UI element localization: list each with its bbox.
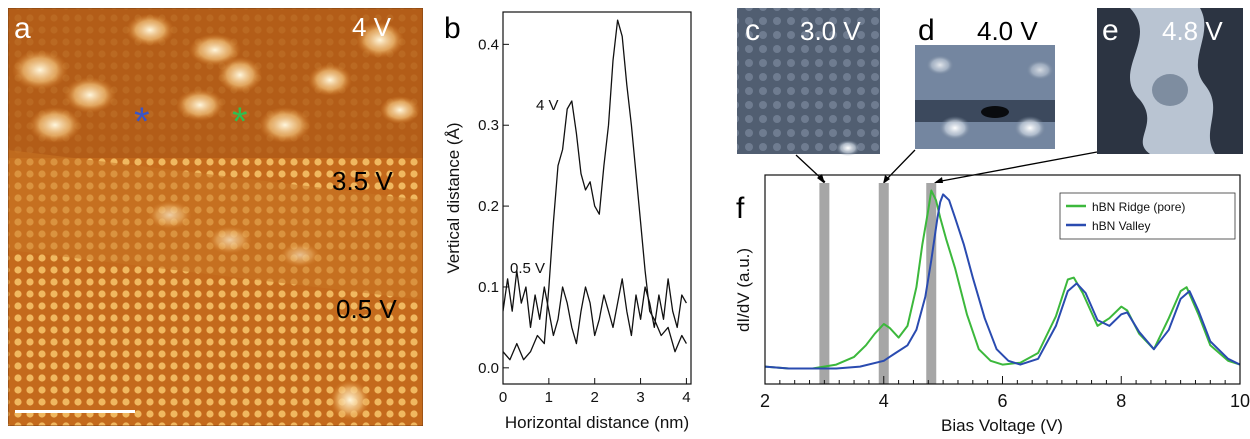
legend-label-valley: hBN Valley: [1092, 219, 1150, 233]
panel-f-xtick-label: 4: [879, 391, 889, 411]
panel-b-ytick-label: 0.2: [478, 198, 499, 215]
panel-b-ytick-label: 0.4: [478, 36, 499, 53]
panel-f-xlabel: Bias Voltage (V): [941, 416, 1063, 434]
adsorbate-bright-features: [12, 14, 420, 420]
panel-e-letter: e: [1102, 14, 1119, 47]
panel-b-ytick-label: 0.1: [478, 279, 499, 296]
panel-d-map: [915, 45, 1055, 149]
scale-bar: [15, 410, 135, 413]
panel-c-letter: c: [745, 14, 760, 47]
panel-b-ytick-label: 0.3: [478, 117, 499, 134]
arrowhead-c: [817, 174, 825, 184]
panel-c-voltage: 3.0 V: [800, 16, 861, 46]
panel-a-label-4v: 4 V: [352, 12, 392, 42]
panel-b-series-label-4v: 4 V: [536, 97, 559, 114]
panel-f-highlight-bands: [819, 183, 937, 384]
panel-f-ylabel: dI/dV (a.u.): [734, 248, 753, 332]
panel-f-letter: f: [736, 192, 745, 225]
legend-label-ridge: hBN Ridge (pore): [1092, 200, 1185, 214]
highlight-band-1: [878, 183, 889, 384]
panel-a-label-0-5v: 0.5 V: [336, 294, 397, 324]
panel-b-xtick-label: 2: [591, 389, 599, 406]
panel-a-stm-image: [8, 8, 423, 426]
panel-b-plot-frame: [502, 11, 692, 385]
panel-b-series-line-1: [503, 270, 687, 345]
panel-b-xtick-label: 1: [545, 389, 553, 406]
arrowhead-d: [883, 175, 890, 184]
panel-b-lines: [503, 19, 687, 361]
panel-f-lines: [765, 189, 1240, 370]
panel-b-xtick-label: 4: [682, 389, 690, 406]
panel-f-xtick-label: 8: [1116, 391, 1126, 411]
panel-f-xtick-label: 10: [1230, 391, 1250, 411]
panel-b-xtick-label: 3: [636, 389, 644, 406]
panel-f-legend: hBN Ridge (pore) hBN Valley: [1059, 192, 1236, 240]
highlight-band-2: [926, 183, 937, 384]
connector-d: [883, 149, 916, 183]
panel-d-voltage: 4.0 V: [977, 16, 1038, 46]
panel-c-map: [737, 8, 880, 156]
panel-b-ytick-label: 0.0: [478, 360, 499, 377]
panel-f-ticks: 2 4 6 8 10: [760, 376, 1250, 411]
panel-b-xlabel: Horizontal distance (nm): [505, 413, 689, 432]
panel-b-xtick-label: 0: [499, 389, 507, 406]
panel-f-xtick-label: 2: [760, 391, 770, 411]
blue-star-marker: *: [134, 100, 150, 144]
panel-b-letter: b: [444, 12, 461, 45]
panel-b-series-label-0-5v: 0.5 V: [510, 260, 545, 277]
panel-e-voltage: 4.8 V: [1162, 16, 1223, 46]
panel-a-letter: a: [14, 12, 31, 45]
panel-f-series-line-0: [765, 189, 1240, 370]
panel-b-ylabel: Vertical distance (Å): [444, 122, 463, 273]
panel-d-letter: d: [918, 14, 935, 47]
panel-e-map: [1097, 8, 1243, 154]
green-star-marker: *: [232, 100, 248, 144]
connector-lines: [795, 149, 1098, 183]
highlight-band-0: [819, 183, 830, 384]
panel-f-series-line-1: [765, 193, 1240, 370]
panel-b-series-line-0: [503, 19, 687, 361]
panel-b-ticks: 0 1 2 3 4 0.0 0.1 0.2 0.3 0.4: [478, 36, 690, 406]
panel-f-xtick-label: 6: [997, 391, 1007, 411]
arrowhead-e: [934, 177, 943, 183]
connector-e: [935, 151, 1098, 183]
panel-a-label-3-5v: 3.5 V: [332, 166, 393, 196]
